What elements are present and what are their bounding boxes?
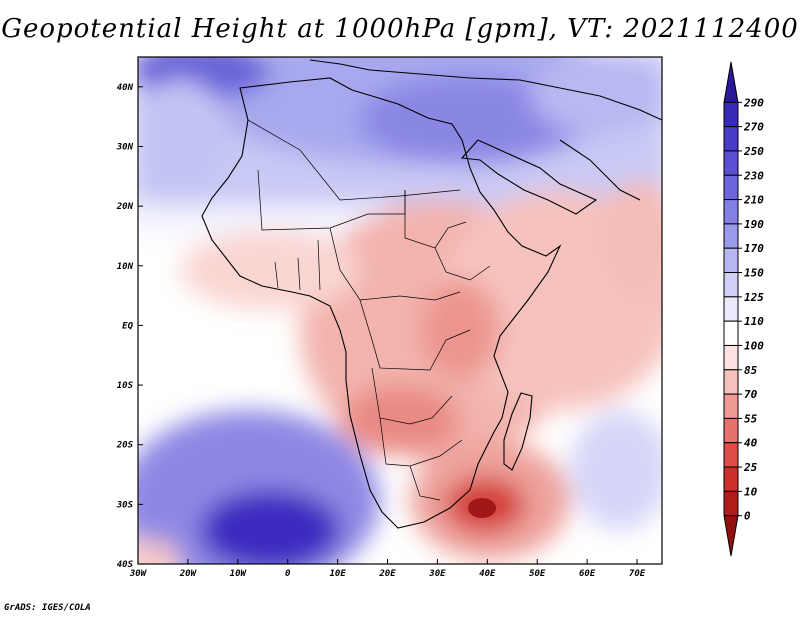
lon-label: 30W — [129, 569, 148, 579]
map-title: Geopotential Height at 1000hPa [gpm], VT… — [1, 14, 799, 44]
lon-label: 10W — [230, 569, 248, 579]
height-field — [138, 57, 662, 564]
colorbar-top-arrow — [723, 61, 739, 103]
lon-label: 60E — [579, 569, 596, 579]
lat-label: 40S — [117, 560, 134, 570]
credit-label: GrADS: IGES/COLA — [4, 603, 91, 613]
colorbar-label: 290 — [743, 96, 764, 109]
latitude-axis: 40N 30N 20N 10N EQ 10S 20S 30S 40S — [116, 83, 143, 570]
colorbar-swatch — [723, 417, 739, 444]
lon-label: 30E — [428, 569, 446, 579]
colorbar-swatch — [723, 466, 739, 492]
colorbar-label: 170 — [744, 242, 764, 255]
lat-label: 30S — [116, 500, 134, 510]
lat-label: 20S — [116, 441, 134, 451]
colorbar-label: 125 — [744, 291, 764, 304]
colorbar-label: 190 — [744, 218, 764, 231]
colorbar-label: 210 — [743, 194, 764, 207]
lon-label: 20W — [179, 569, 198, 579]
colorbar-swatch — [723, 369, 739, 395]
colorbar-label: 100 — [744, 339, 764, 352]
coastlines — [201, 59, 663, 529]
lon-label: 50E — [529, 569, 546, 579]
colorbar-swatch — [723, 442, 739, 468]
colorbar-swatch — [723, 320, 739, 346]
colorbar-swatch — [723, 247, 739, 274]
colorbar-label: 40 — [744, 437, 758, 450]
colorbar-swatch — [723, 150, 739, 176]
colorbar: 2902702502302101901701501251101008570554… — [723, 61, 764, 557]
colorbar-swatch — [723, 126, 739, 152]
colorbar-bottom-arrow — [723, 515, 739, 557]
colorbar-label: 85 — [744, 364, 758, 377]
lon-label: 70E — [629, 569, 646, 579]
lat-label: 40N — [117, 83, 134, 93]
colorbar-swatch — [723, 101, 739, 128]
lon-label: 0 — [285, 569, 291, 579]
lat-label: 10N — [117, 262, 134, 272]
colorbar-label: 270 — [743, 121, 764, 134]
colorbar-label: 10 — [744, 485, 758, 498]
colorbar-swatch — [723, 490, 739, 517]
lon-label: 10E — [329, 569, 346, 579]
colorbar-label: 25 — [743, 461, 758, 474]
map-frame — [137, 56, 663, 565]
lat-label: 30N — [116, 142, 134, 152]
colorbar-label: 0 — [744, 510, 751, 523]
colorbar-label: 250 — [743, 145, 764, 158]
colorbar-swatch — [723, 223, 739, 249]
colorbar-label: 110 — [744, 315, 764, 328]
colorbar-label: 55 — [744, 412, 758, 425]
colorbar-swatch — [723, 272, 739, 298]
colorbar-label: 70 — [744, 388, 758, 401]
colorbar-swatch — [723, 199, 739, 225]
colorbar-swatch — [723, 393, 739, 419]
colorbar-swatch — [723, 296, 739, 322]
colorbar-label: 150 — [744, 267, 764, 280]
colorbar-swatch — [723, 174, 739, 201]
lat-label: 10S — [117, 381, 134, 391]
longitude-axis: 30W 20W 10W 0 10E 20E 30E 40E 50E 60E 70E — [129, 559, 646, 579]
country-borders — [247, 119, 491, 501]
colorbar-swatch — [723, 344, 739, 371]
lat-label: 20N — [116, 202, 134, 212]
lon-label: 40E — [479, 569, 496, 579]
lon-label: 20E — [378, 569, 396, 579]
lat-label: EQ — [122, 321, 133, 331]
colorbar-label: 230 — [743, 169, 764, 182]
